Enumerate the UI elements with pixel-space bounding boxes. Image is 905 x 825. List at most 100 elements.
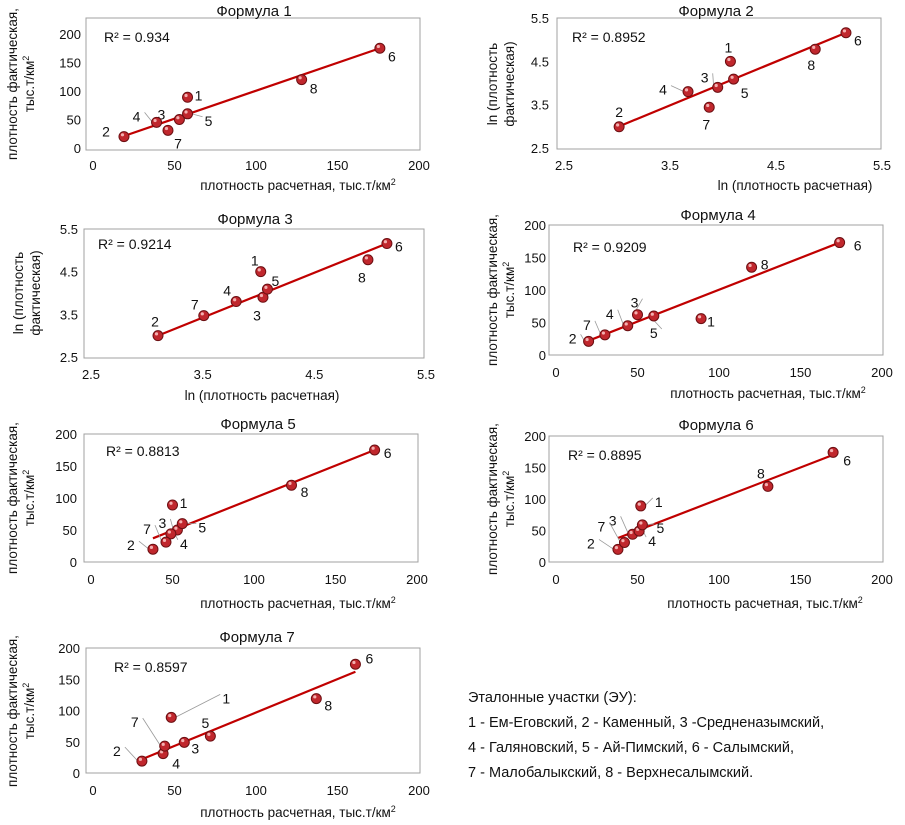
- r2-label: R² = 0.9214: [98, 236, 172, 252]
- point-label: 2: [151, 314, 159, 330]
- data-point: [151, 116, 163, 128]
- point-label: 1: [725, 39, 733, 55]
- data-point: [198, 310, 210, 322]
- point-label: 1: [251, 253, 259, 269]
- data-point: [827, 446, 839, 458]
- point-label: 8: [757, 465, 765, 481]
- x-tick-label: 0: [89, 783, 96, 798]
- x-tick-label: 200: [871, 572, 893, 587]
- point-label: 4: [659, 82, 667, 98]
- leader-line: [144, 112, 153, 123]
- point-label: 5: [656, 520, 664, 536]
- data-point: [285, 479, 297, 491]
- y-tick-label: 200: [524, 218, 546, 233]
- x-tick-label: 150: [327, 158, 349, 173]
- leader-line: [142, 717, 162, 747]
- point-label: 8: [310, 81, 318, 97]
- data-point: [632, 309, 643, 321]
- point-label: 8: [358, 270, 366, 286]
- leader-line: [598, 539, 615, 550]
- point-highlight: [684, 88, 689, 92]
- x-tick-label: 150: [790, 365, 812, 380]
- point-highlight: [830, 448, 834, 453]
- x-tick-label: 2.5: [555, 158, 573, 173]
- point-highlight: [120, 133, 125, 137]
- data-point: [613, 121, 625, 133]
- y-axis-label: плотность фактическая, тыс.т/км2: [485, 423, 517, 575]
- y-tick-label: 50: [67, 113, 81, 128]
- chart-title: Формула 4: [680, 207, 755, 224]
- data-point: [622, 320, 634, 332]
- chart-panel-3: Формула 3 2.5 3.5 4.5 5.5 2.5 3.5 4.5 5.5 ln (пло…: [11, 211, 435, 403]
- x-tick-label: 100: [245, 783, 267, 798]
- leader-line: [124, 746, 139, 762]
- point-label: 1: [222, 690, 230, 706]
- point-label: 2: [127, 537, 135, 553]
- point-highlight: [161, 742, 165, 746]
- point-highlight: [200, 312, 204, 316]
- y-tick-label: 50: [66, 735, 80, 750]
- point-label: 3: [701, 69, 709, 85]
- point-label: 3: [158, 515, 166, 531]
- point-label: 5: [272, 273, 280, 289]
- point-label: 7: [174, 135, 182, 151]
- x-tick-label: 2.5: [82, 367, 100, 382]
- y-tick-label: 50: [532, 524, 546, 539]
- y-axis-label: плотность фактическая, тыс.т/км2: [5, 8, 37, 160]
- x-tick-label: 50: [630, 365, 644, 380]
- point-highlight: [257, 268, 261, 272]
- point-label: 7: [598, 518, 606, 534]
- x-tick-label: 0: [89, 158, 96, 173]
- point-label: 5: [741, 85, 749, 101]
- point-highlight: [162, 538, 167, 542]
- point-highlight: [383, 240, 388, 244]
- y-tick-label: 100: [58, 704, 80, 719]
- point-highlight: [181, 738, 185, 743]
- x-tick-label: 3.5: [194, 367, 212, 382]
- point-label: 1: [180, 495, 188, 511]
- point-label: 6: [384, 445, 392, 461]
- y-tick-label: 200: [55, 427, 77, 442]
- y-tick-label: 150: [58, 672, 80, 687]
- point-highlight: [313, 695, 317, 699]
- y-tick-label: 100: [55, 491, 77, 506]
- point-label: 3: [191, 740, 199, 756]
- point-highlight: [184, 110, 188, 114]
- point-highlight: [585, 337, 589, 342]
- leader-line: [620, 516, 629, 535]
- y-tick-label: 3.5: [531, 98, 549, 113]
- r2-label: R² = 0.8597: [114, 659, 188, 675]
- point-label: 1: [655, 494, 663, 510]
- point-label: 3: [157, 107, 165, 123]
- point-highlight: [730, 75, 734, 79]
- point-label: 3: [609, 512, 617, 528]
- y-tick-label: 100: [59, 84, 81, 99]
- y-tick-label: 5.5: [531, 11, 549, 26]
- y-tick-label: 0: [539, 348, 546, 363]
- r2-label: R² = 0.8952: [572, 29, 646, 45]
- point-highlight: [714, 83, 718, 88]
- y-axis-label-line: ln (плотность: [11, 252, 26, 334]
- x-tick-label: 150: [790, 572, 812, 587]
- y-axis-label-line: тыс.т/км2: [501, 471, 517, 528]
- y-axis-label: плотность фактическая, тыс.т/км2: [485, 214, 517, 366]
- point-highlight: [168, 713, 172, 718]
- data-point: [762, 480, 774, 492]
- trendline: [141, 670, 356, 761]
- y-axis-label-line: ln (плотность: [485, 43, 500, 125]
- point-label: 7: [131, 714, 139, 730]
- data-point: [728, 73, 740, 85]
- chart-panel-2: Формула 22.53.54.55.52.5 3.5 4.5 5.5ln (пло…: [485, 3, 891, 193]
- point-label: 3: [631, 295, 639, 311]
- point-highlight: [836, 239, 840, 243]
- point-highlight: [376, 44, 380, 49]
- x-tick-label: 4.5: [767, 158, 785, 173]
- point-highlight: [621, 539, 625, 543]
- point-highlight: [167, 530, 171, 534]
- y-tick-label: 50: [63, 523, 77, 538]
- plot-frame: [85, 17, 421, 151]
- point-label: 8: [761, 256, 769, 272]
- data-point: [165, 711, 177, 723]
- point-label: 4: [172, 756, 180, 772]
